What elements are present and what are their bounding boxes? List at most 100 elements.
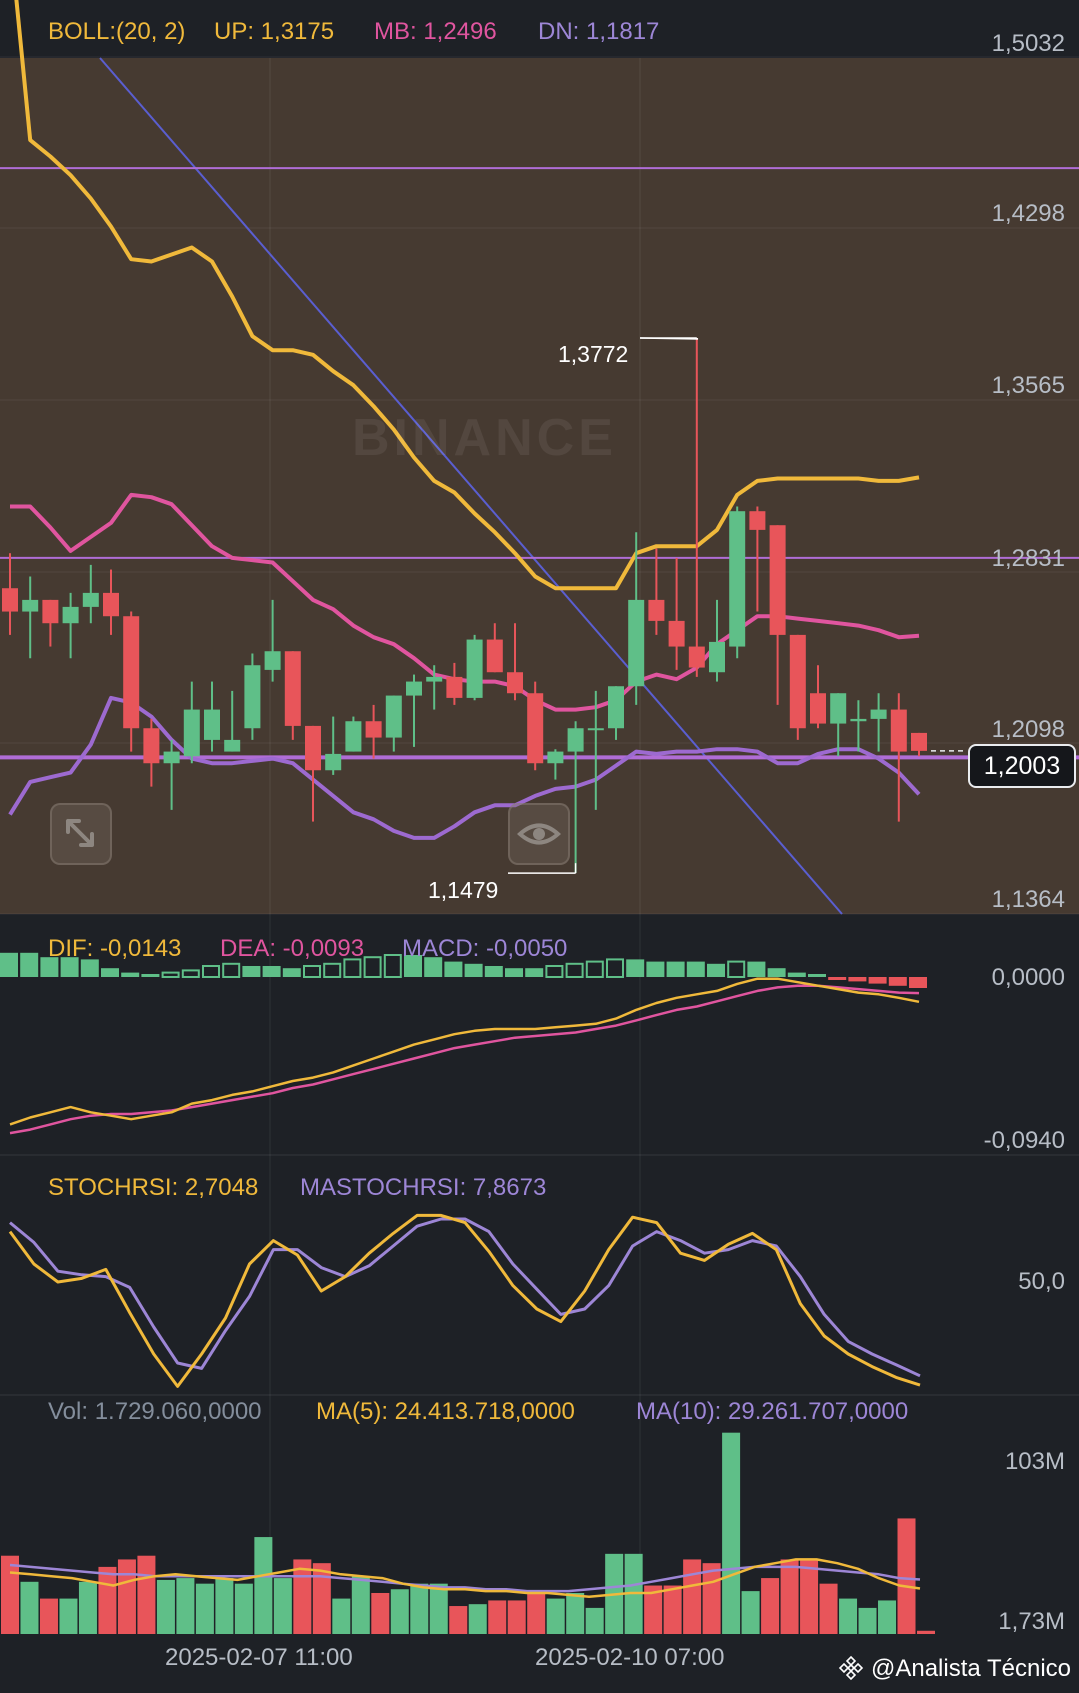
volume-bar: [117, 1559, 136, 1634]
candle-body: [446, 676, 463, 698]
macd-histogram-bar: [909, 977, 927, 988]
macd-histogram-bar: [848, 977, 867, 982]
volume-bar: [78, 1581, 97, 1634]
volume-bar: [878, 1600, 897, 1634]
binance-logo-icon: [839, 1655, 864, 1681]
candle-body: [466, 639, 483, 698]
macd-tick: -0,0940: [983, 1127, 1065, 1154]
candle-body: [103, 592, 119, 617]
volume-bar: [59, 1598, 78, 1634]
volume-bar: [683, 1559, 702, 1634]
volume-bar: [722, 1432, 741, 1634]
macd-histogram-bar: [363, 956, 382, 979]
macd-layer: [0, 952, 927, 1135]
price-tick: 1,2831: [991, 545, 1065, 572]
macd-histogram-bar: [767, 968, 786, 977]
candle-body: [911, 732, 927, 751]
author-credit: @Analista Técnico: [838, 1655, 1071, 1683]
price-tick: 1,3565: [991, 372, 1065, 399]
candle-body: [62, 606, 79, 624]
macd-histogram-bar: [565, 962, 584, 978]
candle-body: [22, 599, 39, 612]
binance-watermark: BINANCE: [352, 409, 617, 467]
volume-bar: [819, 1583, 838, 1634]
volume-bar: [1, 1555, 19, 1634]
macd-histogram-value: MACD: -0,0050: [402, 935, 568, 962]
macd-histogram-bar: [444, 961, 463, 977]
time-tick: 2025-02-10 07:00: [535, 1644, 725, 1671]
macd-histogram-bar: [525, 968, 544, 977]
price-panel-bg: [0, 58, 1079, 914]
macd-histogram-bar: [121, 972, 140, 977]
volume-bar: [449, 1606, 468, 1634]
volume-bar: [546, 1598, 565, 1634]
macd-histogram-bar: [20, 952, 39, 977]
macd-histogram-bar: [80, 959, 99, 977]
macd-histogram-bar: [626, 959, 645, 977]
current-price-tag: 1,2003: [968, 744, 1076, 788]
volume-bar: [429, 1583, 448, 1634]
stoch-layer: [8, 1213, 921, 1388]
volume-bar: [234, 1583, 253, 1634]
volume-tick: 1,73M: [998, 1608, 1065, 1635]
boll-dn-value: DN: 1,1817: [538, 18, 660, 45]
candle-body: [2, 588, 18, 612]
macd-histogram-bar: [282, 968, 301, 977]
macd-histogram-bar: [323, 962, 342, 978]
stochrsi-line: [8, 1213, 921, 1388]
macd-dea-value: DEA: -0,0093: [220, 935, 365, 962]
visibility-toggle-button[interactable]: [508, 803, 570, 865]
macd-histogram-bar: [808, 974, 826, 977]
candle-body: [830, 693, 847, 724]
volume-bar: [741, 1591, 760, 1634]
expand-button[interactable]: [50, 803, 112, 865]
candle-body: [183, 709, 200, 757]
macd-histogram-bar: [464, 963, 483, 977]
candle-body: [810, 693, 826, 724]
volume-bar: [761, 1578, 780, 1634]
stoch-tick: 50,0: [1018, 1268, 1065, 1295]
candle-body: [527, 693, 544, 764]
volume-bar: [312, 1563, 331, 1634]
macd-histogram-bar: [141, 974, 160, 977]
volume-bar: [702, 1563, 721, 1634]
volume-bar: [566, 1592, 585, 1634]
boll-name: BOLL:(20, 2): [48, 18, 186, 45]
macd-histogram-bar: [60, 957, 79, 977]
macd-dea-line: [9, 984, 920, 1135]
top-bar-bg: [0, 0, 1079, 58]
volume-bar: [858, 1607, 877, 1634]
candle-body: [507, 672, 523, 694]
macd-histogram-bar: [484, 966, 503, 977]
macd-histogram-bar: [343, 958, 362, 979]
macd-histogram-bar: [585, 960, 604, 978]
volume-bar: [527, 1592, 546, 1634]
volume-bar: [371, 1592, 390, 1634]
candle-body: [264, 651, 281, 670]
candle-body: [123, 616, 140, 729]
macd-dif-line: [9, 977, 920, 1126]
macd-histogram-bar: [666, 961, 685, 977]
macd-histogram-bar: [262, 966, 281, 977]
candle-body: [345, 721, 362, 752]
candle-body: [163, 751, 180, 764]
macd-histogram-bar: [606, 958, 624, 979]
boll-mb-value: MB: 1,2496: [374, 18, 497, 45]
candle-body: [729, 511, 746, 647]
mastochrsi-value: MASTOCHRSI: 7,8673: [300, 1174, 547, 1201]
volume-bar: [20, 1581, 39, 1634]
candle-body: [224, 739, 241, 752]
volume-bar: [917, 1630, 935, 1634]
boll-middle-band: [10, 492, 920, 712]
volume-bar: [351, 1576, 370, 1634]
macd-histogram-bar: [868, 977, 887, 984]
macd-dif-value: DIF: -0,0143: [48, 935, 182, 962]
volume-bar: [273, 1578, 292, 1634]
volume-bar: [332, 1598, 351, 1634]
candle-body: [688, 646, 705, 668]
candle-body: [547, 751, 564, 764]
candle-body: [486, 639, 503, 673]
candle-body: [668, 620, 685, 647]
volume-bar: [195, 1583, 214, 1634]
